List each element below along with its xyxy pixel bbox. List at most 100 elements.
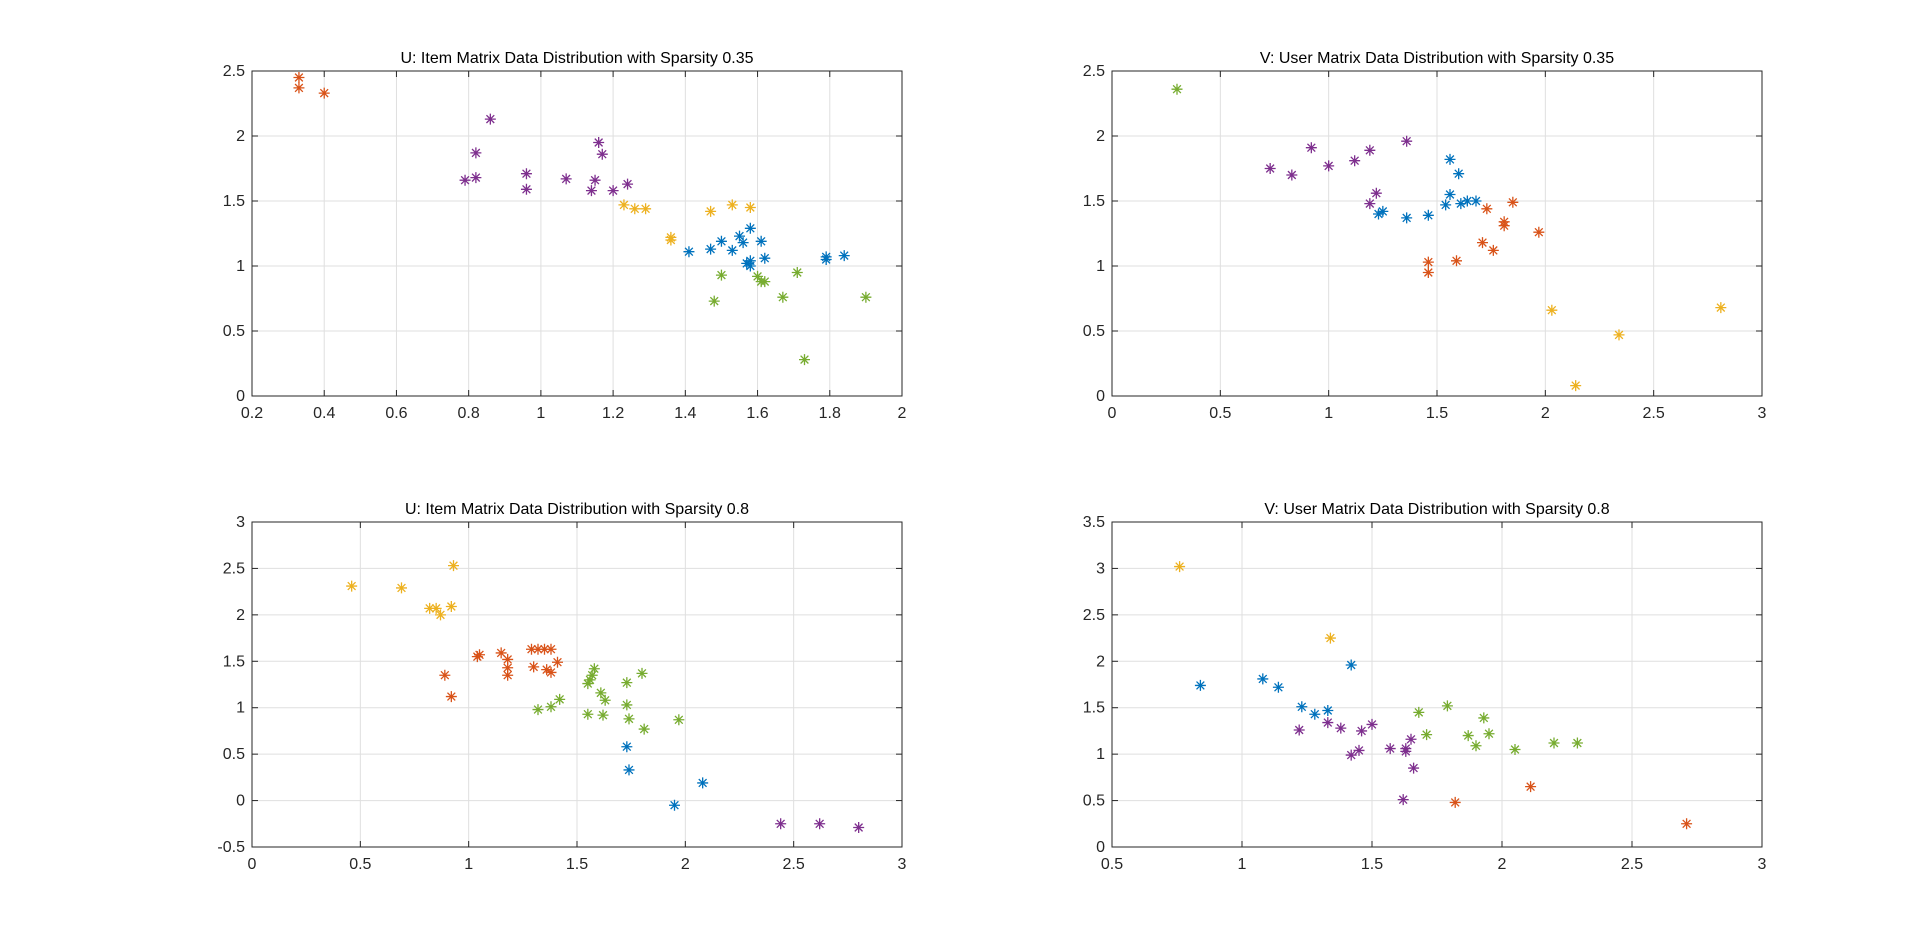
data-point (1715, 302, 1726, 313)
series-green (1413, 700, 1583, 755)
data-point (319, 88, 330, 99)
y-tick-label: 0 (1096, 839, 1105, 856)
series-yellow (346, 560, 459, 620)
series-green (1172, 84, 1183, 95)
x-tick-label: 0 (1108, 405, 1117, 422)
data-point (738, 237, 749, 248)
data-point (435, 609, 446, 620)
data-point (1385, 743, 1396, 754)
data-point (1481, 203, 1492, 214)
data-point (1257, 673, 1268, 684)
data-point (639, 724, 650, 735)
subplot-title: V: User Matrix Data Distribution with Sp… (1260, 50, 1614, 67)
data-point (618, 199, 629, 210)
data-point (597, 149, 608, 160)
data-point (502, 670, 513, 681)
y-tick-label: 1 (236, 258, 245, 275)
data-point (396, 582, 407, 593)
data-point (1445, 154, 1456, 165)
data-point (1471, 740, 1482, 751)
x-tick-label: 1.2 (602, 405, 624, 422)
y-tick-label: 1.5 (223, 193, 245, 210)
x-tick-label: 0.6 (385, 405, 407, 422)
data-point (1323, 160, 1334, 171)
data-point (745, 202, 756, 213)
data-point (1364, 145, 1375, 156)
x-tick-label: 1.6 (746, 405, 768, 422)
series-yellow (618, 199, 755, 245)
data-point (1570, 380, 1581, 391)
data-point (705, 206, 716, 217)
data-point (1445, 189, 1456, 200)
y-tick-label: 0 (236, 793, 245, 810)
data-point (1549, 738, 1560, 749)
grid-lines (252, 71, 902, 396)
data-point (1322, 705, 1333, 716)
y-tick-label: -0.5 (217, 839, 245, 856)
x-tick-label: 0.2 (241, 405, 263, 422)
x-tick-label: 0.5 (349, 856, 371, 873)
data-point (1488, 245, 1499, 256)
data-point (1294, 725, 1305, 736)
grid-lines (252, 522, 902, 847)
axis-ticks: 0.5 1 1.5 2 2.5 300.511.522.533.5 (1083, 514, 1767, 873)
series-blue (1195, 660, 1357, 720)
data-point (1400, 746, 1411, 757)
x-tick-label: 1.4 (674, 405, 696, 422)
data-point (1335, 723, 1346, 734)
data-point (814, 818, 825, 829)
x-tick-label: 2.5 (1621, 856, 1643, 873)
data-point (1533, 227, 1544, 238)
data-point (485, 114, 496, 125)
data-point (792, 267, 803, 278)
data-point (621, 699, 632, 710)
data-point (709, 296, 720, 307)
data-point (1273, 682, 1284, 693)
x-tick-label: 1.8 (819, 405, 841, 422)
data-point (1423, 210, 1434, 221)
data-point (669, 800, 680, 811)
x-tick-label: 1 (1324, 405, 1333, 422)
x-tick-label: 1 (536, 405, 545, 422)
x-tick-label: 0 (248, 856, 257, 873)
data-point (293, 72, 304, 83)
x-tick-label: 3 (1758, 405, 1767, 422)
data-point (1440, 199, 1451, 210)
data-point (460, 175, 471, 186)
data-point (745, 261, 756, 272)
y-tick-label: 3 (1096, 560, 1105, 577)
grid-lines (1112, 522, 1762, 847)
subplot-u-sparsity-08: U: Item Matrix Data Distribution with Sp… (217, 501, 906, 873)
x-tick-label: 1.5 (1361, 856, 1383, 873)
data-point (1309, 709, 1320, 720)
y-tick-label: 2.5 (1083, 63, 1105, 80)
y-tick-label: 1 (1096, 258, 1105, 275)
x-tick-label: 0.5 (1101, 856, 1123, 873)
y-tick-label: 0.5 (223, 323, 245, 340)
data-point (1265, 163, 1276, 174)
x-tick-label: 1 (464, 856, 473, 873)
data-point (590, 175, 601, 186)
grid-lines (1112, 71, 1762, 396)
data-point (1346, 660, 1357, 671)
y-tick-label: 2.5 (223, 560, 245, 577)
x-tick-label: 1.5 (566, 856, 588, 873)
data-point (346, 581, 357, 592)
data-point (727, 199, 738, 210)
y-tick-label: 0.5 (1083, 323, 1105, 340)
y-tick-label: 1.5 (1083, 193, 1105, 210)
data-point (1477, 237, 1488, 248)
data-point (640, 203, 651, 214)
data-point (1546, 305, 1557, 316)
data-point (860, 292, 871, 303)
series-purple (1265, 136, 1413, 209)
data-point (608, 185, 619, 196)
y-tick-label: 2 (236, 607, 245, 624)
data-point (624, 713, 635, 724)
y-tick-label: 0 (1096, 388, 1105, 405)
data-point (1614, 329, 1625, 340)
data-points (1172, 84, 1727, 391)
data-point (683, 246, 694, 257)
data-point (1451, 255, 1462, 266)
